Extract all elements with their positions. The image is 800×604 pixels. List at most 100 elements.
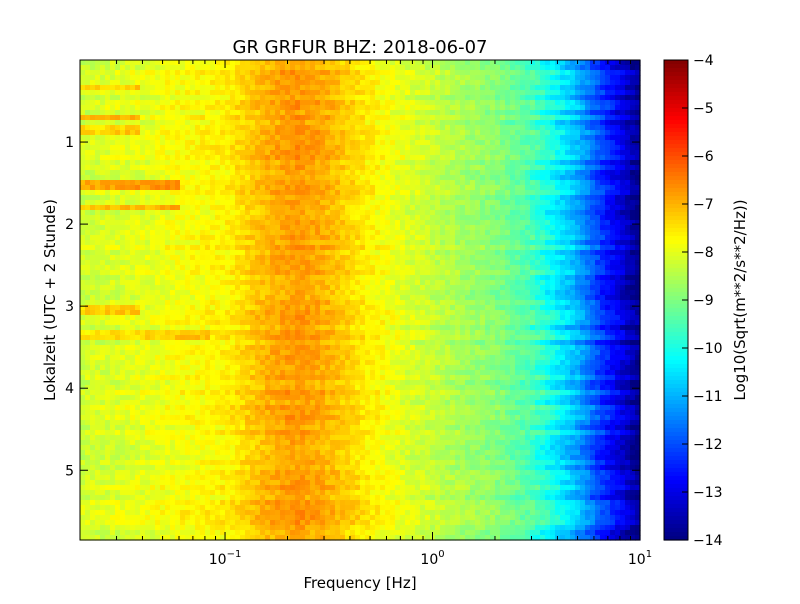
heatmap-cell [355, 100, 361, 106]
heatmap-cell [580, 155, 586, 161]
heatmap-cell [185, 80, 191, 86]
heatmap-cell [505, 70, 511, 76]
heatmap-cell [280, 100, 286, 106]
heatmap-cell [610, 155, 616, 161]
heatmap-cell [625, 85, 631, 91]
heatmap-cell [305, 155, 311, 161]
heatmap-cell [130, 125, 136, 131]
heatmap-cell [170, 170, 176, 176]
heatmap-cell [260, 145, 266, 151]
heatmap-cell [115, 225, 121, 231]
heatmap-cell [510, 105, 516, 111]
heatmap-cell [540, 215, 546, 221]
heatmap-cell [595, 240, 601, 246]
heatmap-cell [485, 160, 491, 166]
heatmap-cell [140, 250, 146, 256]
heatmap-cell [435, 255, 441, 261]
heatmap-cell [160, 120, 166, 126]
heatmap-cell [560, 85, 566, 91]
heatmap-cell [310, 120, 316, 126]
heatmap-cell [505, 80, 511, 86]
heatmap-cell [195, 230, 201, 236]
heatmap-cell [625, 240, 631, 246]
heatmap-cell [575, 265, 581, 271]
heatmap-cell [310, 275, 316, 281]
heatmap-cell [255, 75, 261, 81]
heatmap-cell [90, 90, 96, 96]
heatmap-cell [520, 175, 526, 181]
heatmap-cell [270, 280, 276, 286]
heatmap-cell [160, 185, 166, 191]
heatmap-cell [615, 210, 621, 216]
heatmap-cell [105, 245, 111, 251]
heatmap-cell [425, 160, 431, 166]
heatmap-cell [395, 280, 401, 286]
heatmap-cell [215, 265, 221, 271]
heatmap-cell [520, 265, 526, 271]
heatmap-cell [140, 70, 146, 76]
heatmap-cell [200, 100, 206, 106]
heatmap-cell [290, 115, 296, 121]
heatmap-cell [285, 255, 291, 261]
heatmap-cell [110, 180, 116, 186]
heatmap-cell [590, 210, 596, 216]
heatmap-cell [415, 230, 421, 236]
heatmap-cell [470, 175, 476, 181]
heatmap-cell [600, 255, 606, 261]
heatmap-cell [525, 185, 531, 191]
heatmap-cell [260, 215, 266, 221]
heatmap-cell [95, 235, 101, 241]
heatmap-cell [535, 160, 541, 166]
heatmap-cell [630, 90, 636, 96]
heatmap-cell [595, 105, 601, 111]
heatmap-cell [345, 180, 351, 186]
heatmap-cell [200, 125, 206, 131]
heatmap-cell [385, 65, 391, 71]
heatmap-cell [240, 190, 246, 196]
heatmap-cell [175, 225, 181, 231]
heatmap-cell [395, 135, 401, 141]
heatmap-cell [575, 85, 581, 91]
heatmap-cell [300, 155, 306, 161]
heatmap-cell [255, 60, 261, 66]
heatmap-cell [615, 170, 621, 176]
heatmap-cell [205, 130, 211, 136]
heatmap-cell [310, 180, 316, 186]
heatmap-cell [200, 280, 206, 286]
heatmap-cell [130, 230, 136, 236]
heatmap-cell [545, 240, 551, 246]
heatmap-cell [575, 235, 581, 241]
heatmap-cell [560, 120, 566, 126]
heatmap-cell [485, 155, 491, 161]
heatmap-cell [335, 250, 341, 256]
heatmap-cell [435, 175, 441, 181]
heatmap-cell [130, 185, 136, 191]
heatmap-cell [480, 260, 486, 266]
heatmap-cell [145, 80, 151, 86]
heatmap-cell [625, 160, 631, 166]
heatmap-cell [570, 65, 576, 71]
heatmap-cell [190, 250, 196, 256]
heatmap-cell [205, 260, 211, 266]
heatmap-cell [635, 165, 641, 171]
heatmap-cell [500, 190, 506, 196]
heatmap-cell [145, 280, 151, 286]
heatmap-cell [605, 185, 611, 191]
heatmap-cell [235, 140, 241, 146]
heatmap-cell [245, 265, 251, 271]
heatmap-cell [180, 140, 186, 146]
heatmap-cell [330, 240, 336, 246]
heatmap-cell [220, 210, 226, 216]
heatmap-cell [485, 200, 491, 206]
heatmap-cell [605, 150, 611, 156]
heatmap-cell [315, 245, 321, 251]
heatmap-cell [415, 260, 421, 266]
heatmap-cell [145, 95, 151, 101]
heatmap-cell [175, 75, 181, 81]
heatmap-cell [160, 255, 166, 261]
heatmap-cell [540, 230, 546, 236]
heatmap-cell [470, 135, 476, 141]
heatmap-cell [390, 205, 396, 211]
heatmap-cell [115, 155, 121, 161]
heatmap-cell [420, 185, 426, 191]
